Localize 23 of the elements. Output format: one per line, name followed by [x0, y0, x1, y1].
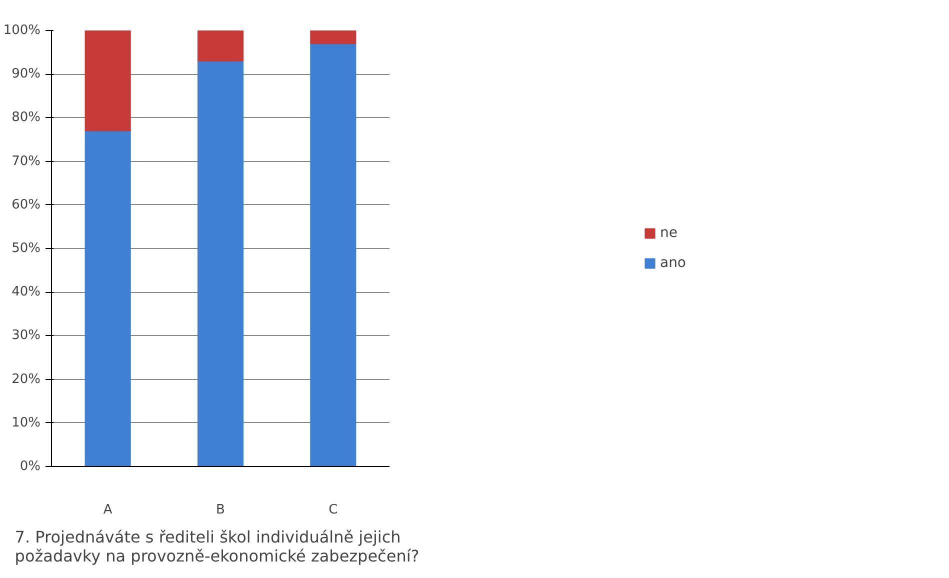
y-tick-label: 60%: [12, 197, 41, 212]
y-tick-label: 100%: [3, 23, 41, 38]
legend-label: ano: [660, 255, 686, 271]
y-tick-label: 40%: [12, 284, 41, 300]
bar: [310, 43, 356, 466]
text: 7. Projednáváte s řediteli škol individuálně jejich požadavky na provozně-ekonomické zabezpečení?: [14, 528, 420, 566]
x-tick-label: B: [216, 502, 225, 518]
y-tick-label: 80%: [12, 110, 41, 126]
bar: [197, 30, 244, 62]
x-tick-label: A: [103, 502, 112, 518]
bar: [197, 60, 244, 466]
bar: [84, 30, 131, 132]
y-tick-label: 10%: [12, 415, 41, 430]
bar: [84, 130, 131, 466]
y-tick-label: 0%: [20, 459, 40, 474]
y-tick-label: 30%: [12, 328, 41, 344]
x-tick-label: C: [328, 502, 338, 518]
y-tick-label: 50%: [12, 241, 41, 256]
legend-label: ne: [660, 225, 678, 241]
y-tick-label: 70%: [12, 154, 41, 169]
y-tick-label: 90%: [12, 66, 41, 82]
y-tick-label: 20%: [12, 372, 41, 387]
bar: [310, 30, 356, 44]
